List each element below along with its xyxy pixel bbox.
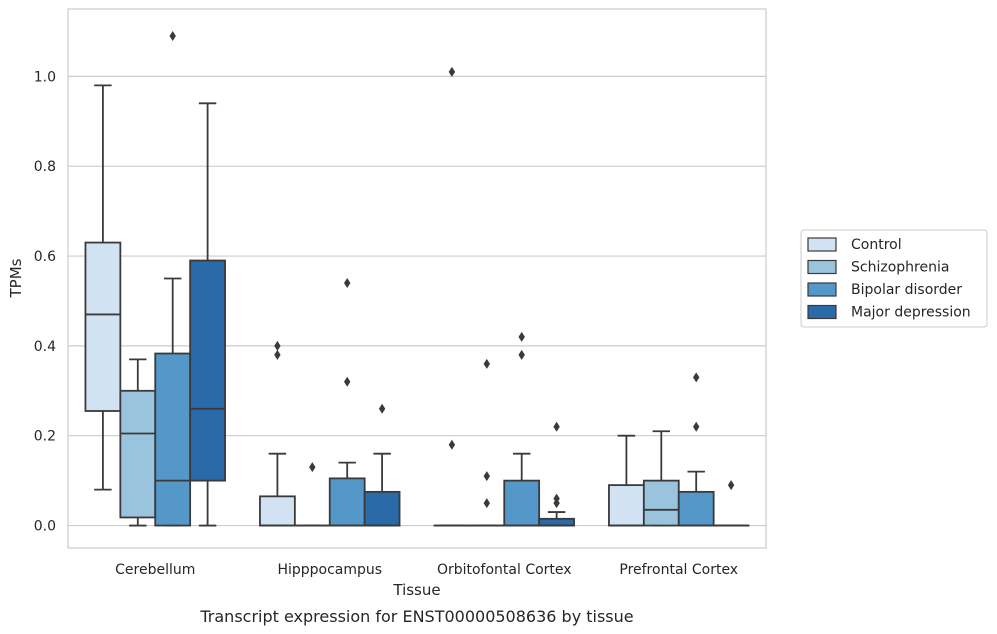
outlier-point xyxy=(553,493,560,504)
outlier-point xyxy=(274,349,281,360)
outlier-point xyxy=(483,498,490,509)
box-schizophrenia xyxy=(119,358,157,527)
y-tick-labels: 0.0 0.2 0.4 0.6 0.8 1.0 xyxy=(34,69,56,534)
box-control xyxy=(259,340,296,527)
x-tick-label: Hipppocampus xyxy=(277,562,382,578)
box-bipolar-disorder xyxy=(154,30,192,527)
outlier-point xyxy=(693,372,700,383)
x-tick-label: Orbitofontal Cortex xyxy=(437,562,572,578)
box-bipolar-disorder xyxy=(328,277,366,527)
outlier-point xyxy=(483,358,490,369)
legend-swatch xyxy=(807,259,837,275)
legend-label: Schizophrenia xyxy=(851,260,949,276)
box-body xyxy=(259,495,296,527)
box-body xyxy=(642,479,680,527)
box-control xyxy=(84,84,122,491)
outlier-point xyxy=(553,421,560,432)
legend-items: Control Schizophrenia Bipolar disorder Majo… xyxy=(807,237,971,321)
x-tick-labels: Cerebellum Hipppocampus Orbitofontal Corte… xyxy=(115,562,738,578)
y-tick-label: 0.2 xyxy=(34,429,56,445)
box-major-depression xyxy=(712,480,750,527)
box-body xyxy=(363,490,401,527)
box-body xyxy=(119,389,157,519)
outlier-point xyxy=(309,462,316,473)
outlier-point xyxy=(448,439,456,450)
box-body xyxy=(608,484,645,527)
boxes xyxy=(84,30,750,527)
box-schizophrenia xyxy=(642,430,680,527)
legend-frame xyxy=(800,229,988,328)
box-body xyxy=(189,259,226,482)
y-tick-label: 0.8 xyxy=(34,159,56,175)
outlier-point xyxy=(274,340,281,351)
outlier-point xyxy=(448,66,456,77)
box-bipolar-disorder xyxy=(677,372,715,527)
legend-label: Bipolar disorder xyxy=(851,282,962,298)
legend-swatch xyxy=(807,237,837,252)
outlier-point xyxy=(344,376,351,387)
legend-swatch xyxy=(807,304,837,320)
box-major-depression xyxy=(363,403,401,527)
chart-caption: Transcript expression for ENST0000050863… xyxy=(199,607,633,626)
outlier-point xyxy=(483,471,490,482)
legend: Control Schizophrenia Bipolar disorder Majo… xyxy=(800,229,988,328)
box-body xyxy=(538,517,575,527)
outlier-point xyxy=(518,331,525,342)
outlier-point xyxy=(693,421,700,432)
box-body xyxy=(154,352,192,527)
box-major-depression xyxy=(538,421,575,527)
box-body xyxy=(84,241,122,412)
legend-label: Major depression xyxy=(851,305,971,321)
y-tick-label: 0.6 xyxy=(34,249,56,265)
box-body xyxy=(503,479,541,527)
x-tick-label: Cerebellum xyxy=(115,562,195,578)
box-body xyxy=(677,490,715,527)
y-axis-label: TPMs xyxy=(7,258,25,298)
box-body xyxy=(328,477,366,527)
outlier-point xyxy=(378,403,386,414)
outlier-point xyxy=(727,480,735,491)
outlier-point xyxy=(518,349,525,360)
box-control xyxy=(433,66,471,527)
x-tick-label: Prefrontal Cortex xyxy=(619,562,738,578)
y-tick-label: 0.0 xyxy=(34,519,56,535)
box-major-depression xyxy=(189,102,226,527)
legend-swatch xyxy=(807,282,837,297)
legend-label: Control xyxy=(851,237,902,253)
box-bipolar-disorder xyxy=(503,331,541,527)
y-tick-label: 1.0 xyxy=(34,69,56,85)
outlier-point xyxy=(169,30,176,41)
x-axis-label: Tissue xyxy=(392,581,440,599)
outlier-point xyxy=(344,277,351,288)
box-control xyxy=(608,434,645,527)
y-tick-label: 0.4 xyxy=(34,339,56,355)
